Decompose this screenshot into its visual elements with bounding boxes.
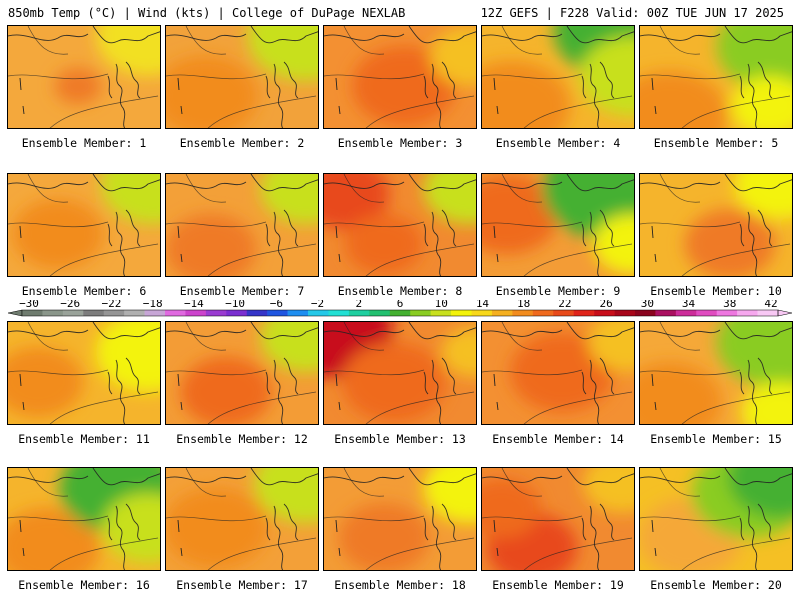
ensemble-member-label: Ensemble Member: 11 bbox=[18, 432, 150, 446]
colorbar-tick-label: −6 bbox=[270, 300, 283, 310]
ensemble-map-panel bbox=[481, 173, 635, 277]
ensemble-member-label: Ensemble Member: 15 bbox=[650, 432, 782, 446]
map-title: 850mb Temp (°C) | Wind (kts) | College o… bbox=[8, 6, 406, 20]
temperature-field-map bbox=[166, 468, 318, 570]
ensemble-map-panel bbox=[7, 321, 161, 425]
temperature-field-map bbox=[482, 322, 634, 424]
ensemble-member-label: Ensemble Member: 16 bbox=[18, 578, 150, 592]
ensemble-map-panel bbox=[639, 467, 793, 571]
ensemble-member-label: Ensemble Member: 1 bbox=[21, 136, 147, 150]
colorbar-tick-label: 2 bbox=[355, 300, 362, 310]
temperature-field-map bbox=[324, 468, 476, 570]
colorbar-tick-label: 38 bbox=[723, 300, 736, 310]
temperature-field-map bbox=[482, 26, 634, 128]
temperature-field-map bbox=[482, 174, 634, 276]
ensemble-map-panel bbox=[481, 467, 635, 571]
ensemble-map-panel bbox=[165, 321, 319, 425]
temperature-field-map bbox=[166, 322, 318, 424]
colorbar-tick-label: −2 bbox=[311, 300, 324, 310]
temperature-field-map bbox=[640, 26, 792, 128]
ensemble-map-panel bbox=[165, 467, 319, 571]
ensemble-map-panel bbox=[165, 25, 319, 129]
ensemble-member-label: Ensemble Member: 6 bbox=[21, 284, 147, 298]
temperature-field-map bbox=[324, 174, 476, 276]
ensemble-member-label: Ensemble Member: 9 bbox=[495, 284, 621, 298]
ensemble-map-panel bbox=[7, 25, 161, 129]
ensemble-map-panel bbox=[323, 173, 477, 277]
ensemble-member-label: Ensemble Member: 20 bbox=[650, 578, 782, 592]
temperature-field-map bbox=[8, 174, 160, 276]
temperature-field-map bbox=[166, 26, 318, 128]
temperature-field-map bbox=[166, 174, 318, 276]
ensemble-map-panel bbox=[323, 321, 477, 425]
temperature-field-map bbox=[324, 26, 476, 128]
ensemble-member-label: Ensemble Member: 10 bbox=[650, 284, 782, 298]
temperature-field-map bbox=[8, 26, 160, 128]
colorbar-tick-label: 34 bbox=[682, 300, 696, 310]
temperature-field-map bbox=[8, 322, 160, 424]
ensemble-member-label: Ensemble Member: 7 bbox=[179, 284, 305, 298]
colorbar-tick-label: −22 bbox=[102, 300, 122, 310]
ensemble-member-label: Ensemble Member: 3 bbox=[337, 136, 463, 150]
temperature-colorbar: −30 −26 −22 −18 −14 −10 −6 −2 2 6 10 14 18 22 26 30 34 38… bbox=[8, 300, 792, 317]
ensemble-member-label: Ensemble Member: 18 bbox=[334, 578, 466, 592]
ensemble-map-panel bbox=[323, 25, 477, 129]
colorbar-tick-label: 26 bbox=[599, 300, 612, 310]
ensemble-member-label: Ensemble Member: 8 bbox=[337, 284, 463, 298]
ensemble-map-panel bbox=[639, 321, 793, 425]
temperature-field-map bbox=[640, 174, 792, 276]
ensemble-member-label: Ensemble Member: 19 bbox=[492, 578, 624, 592]
ensemble-member-label: Ensemble Member: 14 bbox=[492, 432, 624, 446]
colorbar-tick-label: −18 bbox=[143, 300, 163, 310]
ensemble-member-label: Ensemble Member: 13 bbox=[334, 432, 466, 446]
colorbar-tick-label: −14 bbox=[184, 300, 204, 310]
colorbar-tick-label: 42 bbox=[764, 300, 777, 310]
colorbar-tick-label: −26 bbox=[60, 300, 80, 310]
temperature-field-map bbox=[8, 468, 160, 570]
ensemble-member-label: Ensemble Member: 2 bbox=[179, 136, 305, 150]
ensemble-map-panel bbox=[7, 173, 161, 277]
temperature-field-map bbox=[482, 468, 634, 570]
ensemble-member-label: Ensemble Member: 5 bbox=[653, 136, 779, 150]
ensemble-map-panel bbox=[639, 25, 793, 129]
ensemble-map-panel bbox=[323, 467, 477, 571]
colorbar-tick-label: −30 bbox=[19, 300, 39, 310]
colorbar-tick-label: 6 bbox=[397, 300, 404, 310]
temperature-field-map bbox=[640, 468, 792, 570]
colorbar-tick-label: −10 bbox=[225, 300, 245, 310]
temperature-field-map bbox=[640, 322, 792, 424]
colorbar-tick-label: 22 bbox=[558, 300, 571, 310]
run-valid-time: 12Z GEFS | F228 Valid: 00Z TUE JUN 17 20… bbox=[480, 6, 784, 20]
ensemble-map-panel bbox=[639, 173, 793, 277]
ensemble-map-panel bbox=[481, 25, 635, 129]
ensemble-map-panel bbox=[165, 173, 319, 277]
ensemble-map-panel bbox=[7, 467, 161, 571]
ensemble-member-label: Ensemble Member: 4 bbox=[495, 136, 621, 150]
colorbar-tick-label: 14 bbox=[476, 300, 490, 310]
colorbar-tick-label: 18 bbox=[517, 300, 530, 310]
colorbar-tick-label: 10 bbox=[435, 300, 448, 310]
colorbar-tick-label: 30 bbox=[641, 300, 654, 310]
ensemble-member-label: Ensemble Member: 17 bbox=[176, 578, 308, 592]
ensemble-member-label: Ensemble Member: 12 bbox=[176, 432, 308, 446]
ensemble-map-panel bbox=[481, 321, 635, 425]
temperature-field-map bbox=[324, 322, 476, 424]
